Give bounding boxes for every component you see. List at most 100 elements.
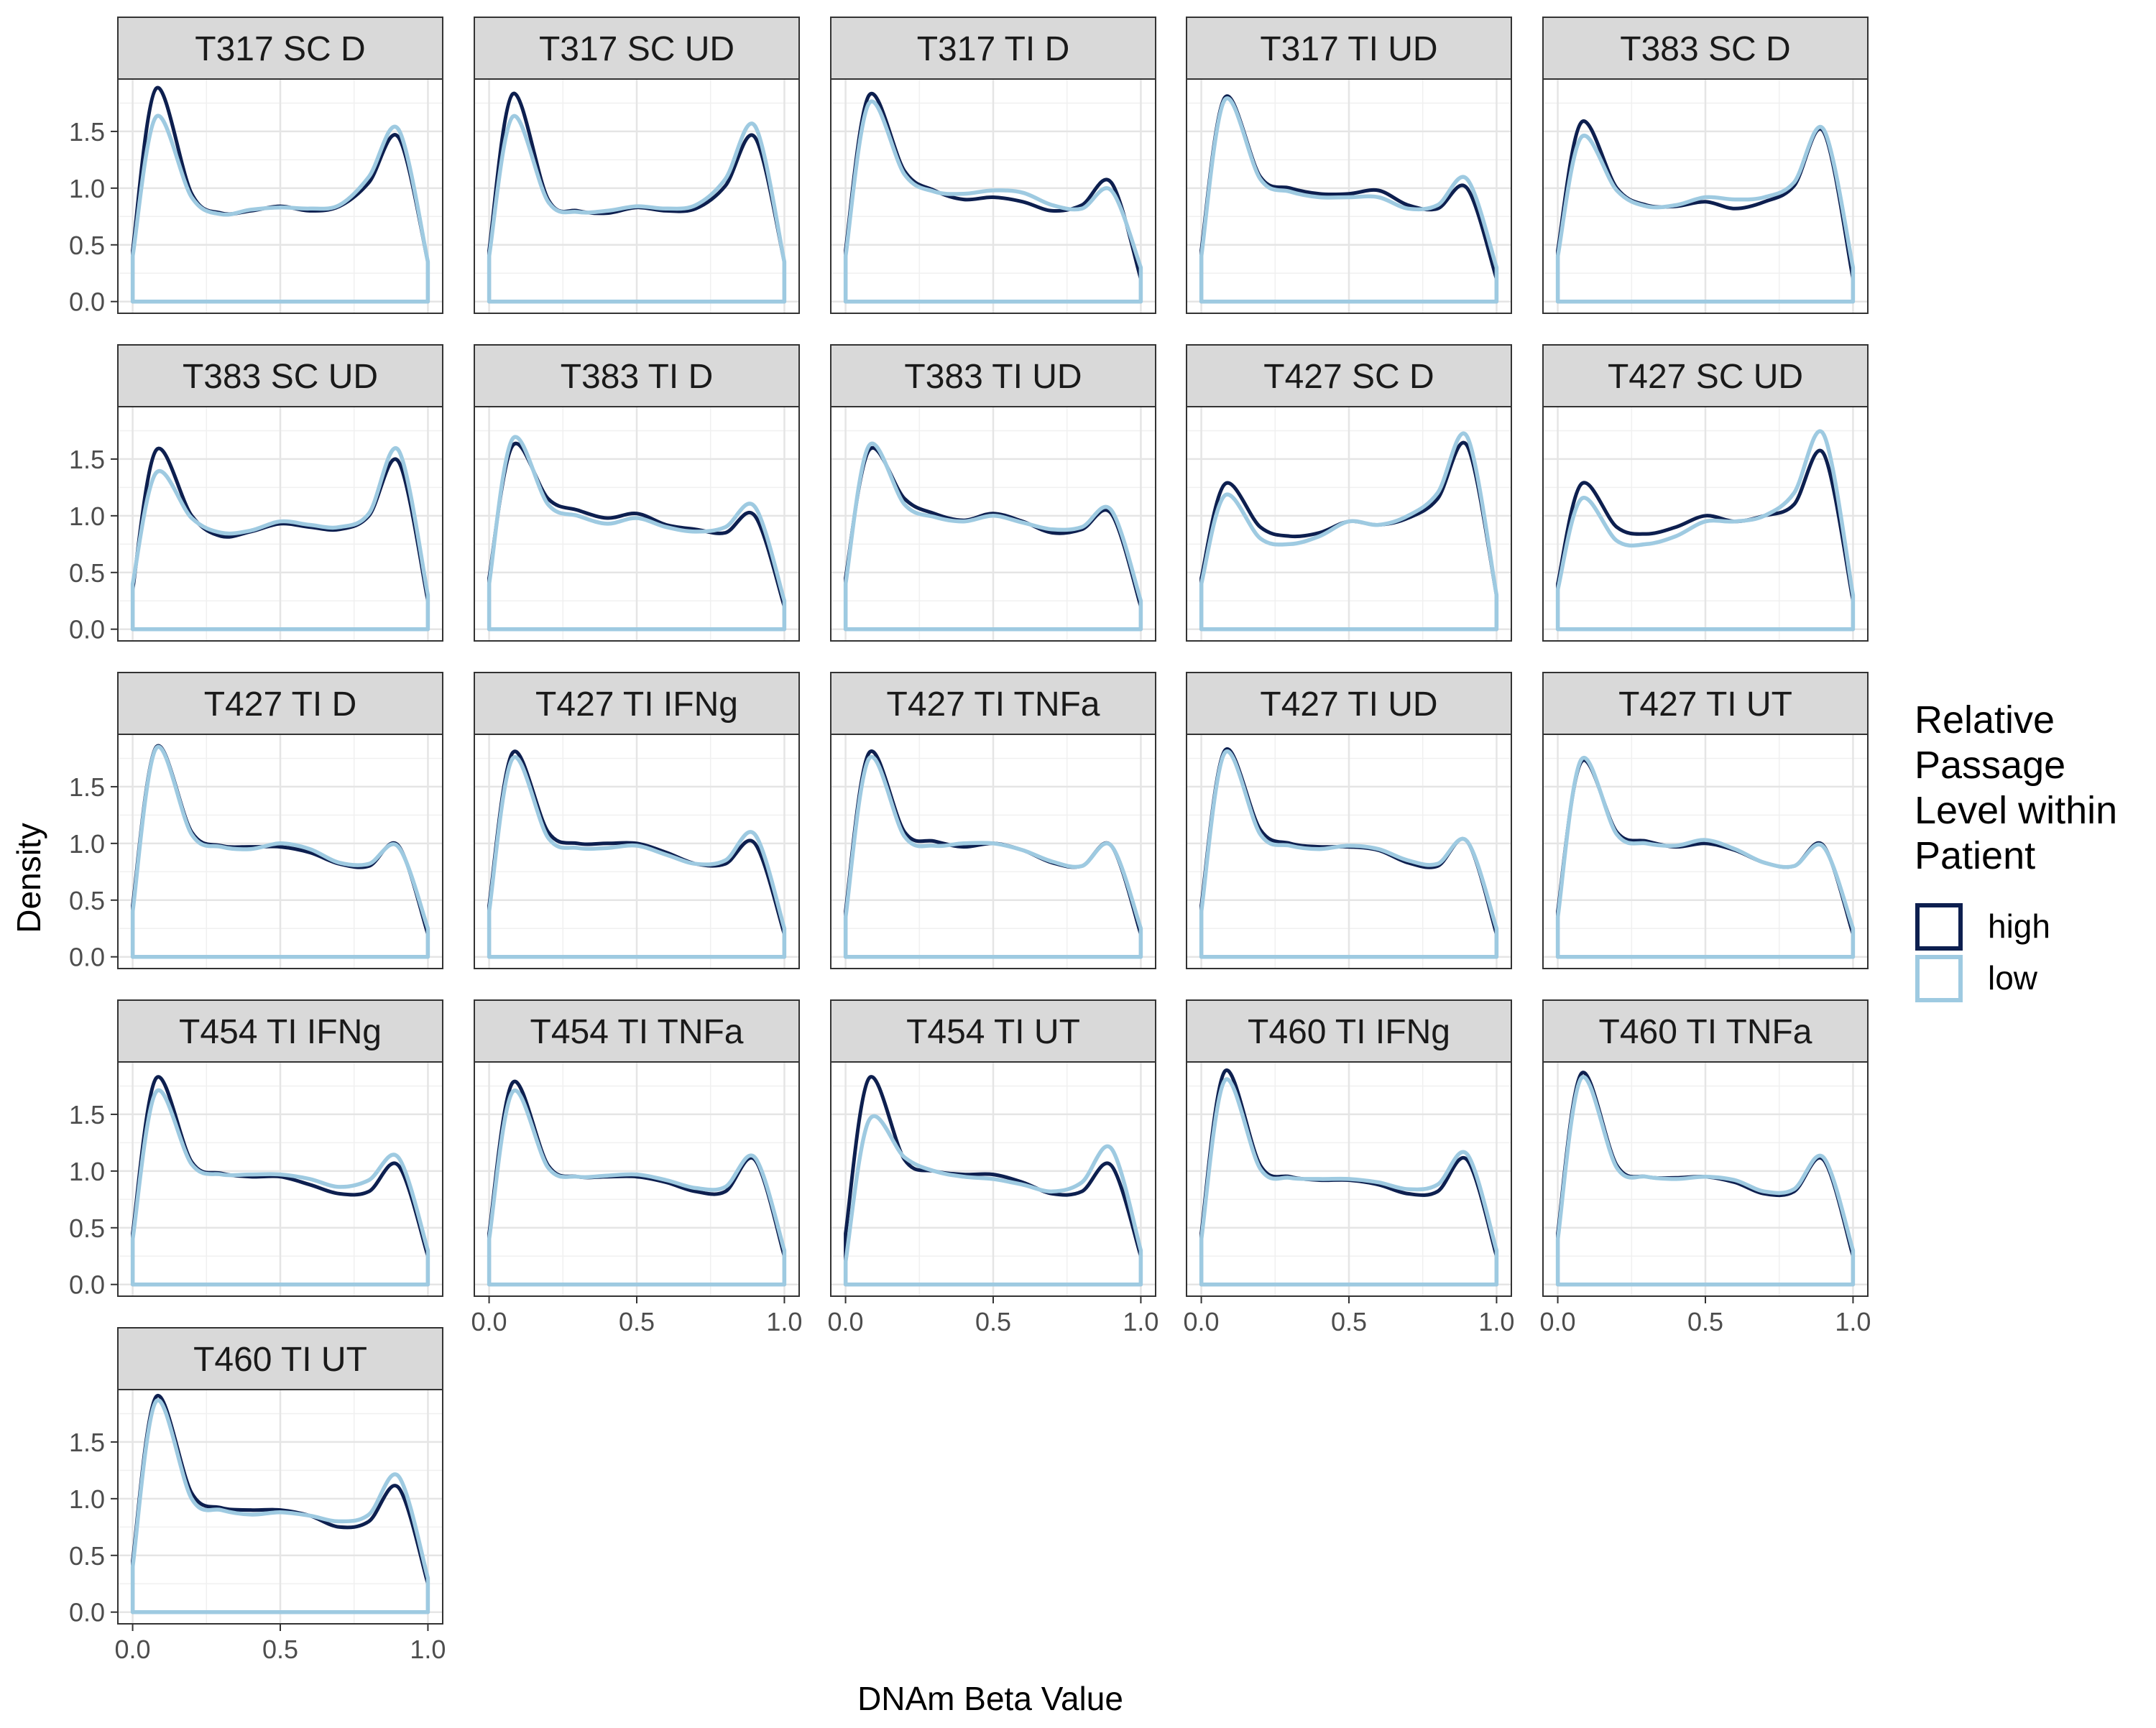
panel-title: T460 TI UT xyxy=(193,1341,367,1379)
panel-title: T427 SC D xyxy=(1263,358,1434,396)
panel: T427 TI IFNg xyxy=(474,672,800,969)
panel: T383 TI UD xyxy=(830,344,1156,642)
panel-title: T427 TI TNFa xyxy=(887,685,1100,724)
x-tick-label: 0.0 xyxy=(828,1307,864,1336)
panel-border xyxy=(117,1061,443,1297)
x-tick-label: 0.5 xyxy=(1331,1307,1367,1336)
x-tick-label: 1.0 xyxy=(1478,1307,1514,1336)
panel: T427 TI D 0.0 0.5 1.0 1.5 xyxy=(69,672,443,972)
legend: Relative Passage Level within Patient hi… xyxy=(1915,698,2117,1002)
panel-title: T454 TI IFNg xyxy=(179,1013,382,1051)
panel-title: T383 TI UD xyxy=(904,358,1082,396)
panel-strip xyxy=(1542,672,1869,735)
y-tick-label: 0.5 xyxy=(69,1541,105,1571)
y-tick-label: 0.0 xyxy=(69,1598,105,1627)
density-curve-high xyxy=(487,749,786,959)
panel-border xyxy=(474,406,800,642)
panels-layer: T317 SC D 0.0 0.5 1.0 1.5 T317 SC UD T317 TI D… xyxy=(69,17,1871,1664)
panel-title: T317 TI UD xyxy=(1260,30,1437,68)
y-tick-label: 0.0 xyxy=(69,1270,105,1300)
legend-title-line-4: Patient xyxy=(1915,834,2035,877)
panel-title: T427 TI UD xyxy=(1260,685,1437,724)
panel-border xyxy=(474,78,800,314)
density-curve-high xyxy=(1199,94,1498,304)
panel-border xyxy=(830,406,1156,642)
panel: T427 SC D xyxy=(1186,344,1512,642)
panel: T383 SC D xyxy=(1542,17,1869,314)
legend-label-high: high xyxy=(1988,907,2050,945)
panel-border xyxy=(117,406,443,642)
panel-title: T454 TI TNFa xyxy=(530,1013,744,1051)
density-curve-low xyxy=(487,114,787,304)
panel-strip xyxy=(1542,344,1869,407)
y-tick-label: 1.5 xyxy=(69,445,105,474)
panel-border xyxy=(830,734,1156,969)
x-tick-label: 1.0 xyxy=(766,1307,802,1336)
density-curve-high xyxy=(131,446,430,632)
y-tick-label: 0.0 xyxy=(69,287,105,317)
panel-border xyxy=(1186,734,1512,969)
legend-key-low xyxy=(1915,955,1963,1002)
panel-title: T317 TI D xyxy=(917,30,1070,68)
density-curve-low xyxy=(130,1088,430,1287)
panel-strip xyxy=(474,999,800,1063)
x-tick-label: 1.0 xyxy=(410,1635,446,1664)
panel-strip xyxy=(117,17,443,80)
density-curve-high xyxy=(487,441,786,632)
density-curve-low xyxy=(843,99,1143,304)
y-tick-label: 1.5 xyxy=(69,1100,105,1129)
y-tick-label: 1.5 xyxy=(69,1428,105,1457)
panel-strip xyxy=(1542,999,1869,1063)
panel-title: T383 TI D xyxy=(561,358,714,396)
panel: T317 TI D xyxy=(830,17,1156,314)
density-curve-high xyxy=(131,1075,430,1287)
panel-border xyxy=(1186,78,1512,314)
panel-strip xyxy=(830,17,1156,80)
y-tick-label: 1.5 xyxy=(69,117,105,147)
legend-title-line-2: Passage xyxy=(1915,744,2065,787)
y-tick-label: 1.5 xyxy=(69,772,105,802)
panel: T317 SC UD xyxy=(474,17,800,314)
panel-title: T460 TI TNFa xyxy=(1599,1013,1812,1051)
panel-title: T460 TI IFNg xyxy=(1248,1013,1450,1051)
panel: T454 TI TNFa 0.0 0.5 1.0 xyxy=(471,999,802,1336)
x-tick-label: 0.5 xyxy=(1687,1307,1723,1336)
density-curve-low xyxy=(1199,749,1499,959)
panel: T383 SC UD 0.0 0.5 1.0 1.5 xyxy=(69,344,443,644)
density-curve-low xyxy=(1199,1077,1499,1287)
y-tick-label: 1.0 xyxy=(69,1484,105,1514)
x-tick-label: 1.0 xyxy=(1835,1307,1871,1336)
density-curve-low xyxy=(843,1114,1143,1287)
panel-strip xyxy=(117,1327,443,1390)
panel: T460 TI TNFa 0.0 0.5 1.0 xyxy=(1540,999,1871,1336)
density-curve-low xyxy=(487,754,787,959)
density-curve-high xyxy=(1556,448,1855,632)
panel: T427 TI TNFa xyxy=(830,672,1156,969)
density-curve-low xyxy=(1555,429,1856,632)
panel-strip xyxy=(117,344,443,407)
density-curve-low xyxy=(130,114,430,304)
density-curve-low xyxy=(130,1398,430,1614)
y-tick-label: 0.5 xyxy=(69,231,105,260)
panel-border xyxy=(117,734,443,969)
panel-strip xyxy=(1186,344,1512,407)
density-curve-low xyxy=(487,1088,787,1287)
panel: T317 TI UD xyxy=(1186,17,1512,314)
panel: T454 TI IFNg 0.0 0.5 1.0 1.5 xyxy=(69,999,443,1300)
panel: T427 TI UD xyxy=(1186,672,1512,969)
density-curve-low xyxy=(843,754,1143,959)
x-tick-label: 0.0 xyxy=(471,1307,507,1336)
y-tick-label: 0.5 xyxy=(69,1214,105,1243)
panel-border xyxy=(830,78,1156,314)
x-tick-label: 0.0 xyxy=(115,1635,151,1664)
y-tick-label: 1.0 xyxy=(69,1157,105,1186)
panel-title: T383 SC UD xyxy=(183,358,378,396)
x-tick-label: 1.0 xyxy=(1123,1307,1158,1336)
density-curve-low xyxy=(130,744,430,959)
panel: T317 SC D 0.0 0.5 1.0 1.5 xyxy=(69,17,443,317)
density-curve-low xyxy=(843,441,1143,632)
panel-strip xyxy=(474,344,800,407)
y-tick-label: 0.5 xyxy=(69,886,105,915)
